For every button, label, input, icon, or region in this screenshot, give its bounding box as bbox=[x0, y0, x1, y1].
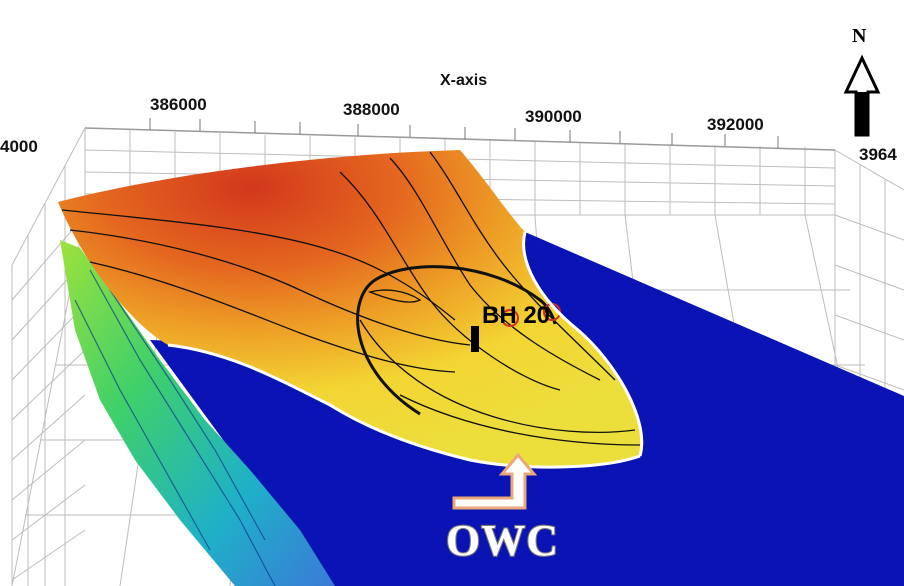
north-arrow bbox=[843, 54, 881, 137]
well-trajectory bbox=[356, 265, 557, 416]
contour-lines bbox=[61, 151, 641, 446]
x-tick-label: 388000 bbox=[343, 100, 400, 119]
left-wall-grid bbox=[11, 127, 86, 586]
flank-surface bbox=[60, 240, 335, 586]
owc-boundary-upper bbox=[522, 231, 644, 457]
right-tick-label: 3964 bbox=[859, 145, 897, 164]
well-ring-left bbox=[501, 309, 519, 327]
x-tick-label: 392000 bbox=[707, 115, 764, 134]
box-top-edge bbox=[84, 127, 836, 151]
well-marker bbox=[471, 326, 479, 352]
owc-label: OWC bbox=[446, 516, 559, 565]
oil-surface bbox=[58, 150, 642, 468]
owc-arrow bbox=[452, 452, 538, 510]
x-tick-label: 386000 bbox=[150, 95, 207, 114]
north-label: N bbox=[852, 25, 867, 47]
well-label: BH 20 bbox=[482, 302, 550, 329]
x-tick-label: 390000 bbox=[525, 107, 582, 126]
axis-title: X-axis bbox=[440, 72, 487, 89]
owc-boundary bbox=[167, 343, 641, 469]
flank-texture bbox=[74, 269, 276, 586]
left-tick-label: 4000 bbox=[0, 137, 38, 156]
top-tick-marks bbox=[149, 118, 779, 148]
